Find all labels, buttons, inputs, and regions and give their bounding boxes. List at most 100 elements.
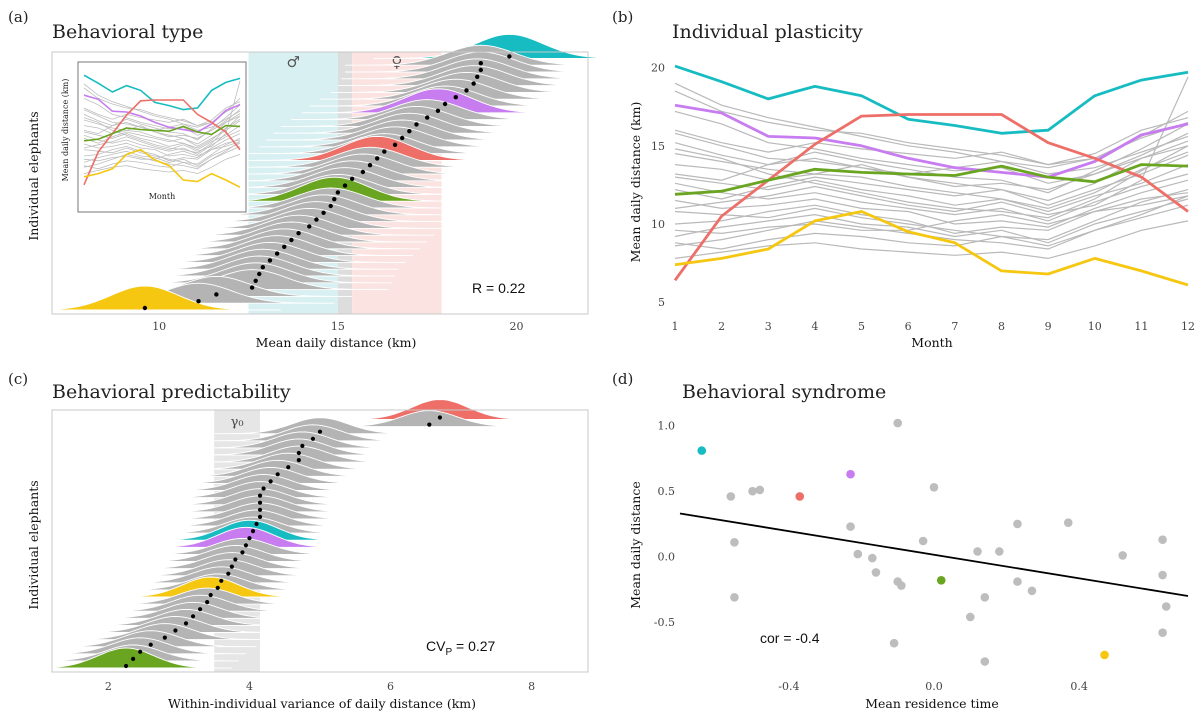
grey-series-line	[674, 198, 1189, 244]
mean-dot-c	[257, 514, 263, 520]
grey-series-line	[674, 195, 1189, 250]
ridge-a	[9, 285, 281, 311]
panel-b-title: Individual plasticity	[672, 21, 863, 43]
ridge-a	[373, 33, 646, 59]
scatter-point	[795, 492, 805, 501]
mean-dot-a	[282, 244, 287, 249]
panel-d-xlabel: Mean residence time	[865, 696, 999, 711]
panel-a-frame	[51, 51, 589, 315]
mean-dot-c	[131, 656, 136, 662]
mean-dot-a	[332, 197, 337, 202]
tick-label-b: 10	[651, 218, 665, 231]
panel-a-ylabel: Individual elephants	[26, 111, 41, 240]
ridge-c	[104, 576, 317, 598]
grey-series-line	[674, 110, 1189, 184]
scatter-point	[730, 538, 739, 547]
mean-dot-a	[321, 210, 326, 215]
tick-label-b: 20	[651, 62, 665, 75]
mean-dot-a	[307, 224, 312, 229]
tick-label-c: 2	[105, 680, 112, 693]
series-line-yellow	[674, 210, 1189, 287]
scatter-point	[730, 593, 739, 602]
tick-label-b: 10	[1088, 320, 1102, 333]
scatter-point	[1013, 577, 1022, 586]
inset-series-line	[83, 109, 241, 131]
mean-dot-c	[219, 578, 224, 583]
panel-c-title: Behavioral predictability	[52, 381, 291, 403]
panel-c: (c) Behavioral predictability γ₀ 2 4 6 8 Wit…	[8, 370, 589, 711]
panel-a: (a) Behavioral type ♂ ♀ 10 15 20 Mean daily …	[8, 8, 646, 350]
tick-label-b: 9	[1045, 320, 1052, 333]
mean-dot-a	[435, 108, 441, 114]
tick-label-c: 6	[387, 680, 394, 693]
mean-dot-c	[148, 642, 153, 647]
scatter-point	[936, 576, 946, 585]
tick-label-d: 0.4	[1070, 680, 1088, 693]
mean-dot-a	[260, 265, 266, 270]
inset-series-line	[83, 130, 241, 155]
mean-dot-a	[335, 190, 341, 195]
tick-label-c: 4	[246, 680, 253, 693]
mean-dot-a	[414, 122, 419, 127]
panel-a-plot: ♂ ♀ 10 15 20	[9, 33, 646, 333]
scatter-point	[980, 657, 990, 666]
inset-ylabel: Mean daily distance (km)	[61, 79, 70, 182]
ridge-c	[20, 647, 232, 669]
grey-series-line	[674, 154, 1189, 206]
mean-dot-c	[138, 649, 143, 654]
scatter-point	[897, 581, 906, 590]
mean-dot-c	[310, 436, 316, 441]
mean-dot-c	[257, 493, 263, 498]
mean-dot-a	[399, 135, 405, 141]
mean-dot-c	[317, 429, 323, 434]
trend-line	[679, 512, 1189, 597]
tick-label-b: 7	[951, 320, 958, 333]
scatter-point	[889, 638, 899, 648]
inset-series-line	[83, 142, 241, 167]
panel-b-xlabel: Month	[911, 335, 952, 350]
mean-dot-c	[296, 458, 301, 463]
mean-dot-c	[208, 592, 213, 598]
mean-dot-c	[300, 443, 305, 448]
mean-dot-c	[254, 521, 259, 527]
scatter-point	[846, 469, 855, 479]
scatter-point	[929, 482, 939, 492]
scatter-point	[1158, 628, 1167, 637]
mean-dot-c	[296, 450, 301, 456]
mean-dot-c	[233, 557, 238, 562]
grey-series-line	[674, 76, 1189, 216]
scatter-point	[697, 446, 707, 455]
grey-series-line	[674, 90, 1189, 166]
scatter-point	[973, 547, 982, 556]
mean-dot-c	[257, 500, 263, 505]
scatter-point	[1100, 650, 1109, 660]
mean-dot-a	[407, 129, 412, 134]
grey-series-line	[674, 132, 1189, 175]
mean-dot-a	[296, 231, 301, 236]
tick-label-b: 5	[858, 320, 865, 333]
inset-series-line	[83, 148, 241, 188]
panel-c-frame	[51, 409, 589, 673]
scatter-point	[846, 522, 855, 531]
tick-label-d: 0.5	[658, 485, 676, 498]
scatter-point	[1063, 518, 1073, 527]
panel-c-ylabel: Individual elephants	[26, 480, 41, 609]
grey-series-line	[674, 82, 1189, 169]
mean-dot-a	[249, 285, 255, 290]
panel-d-label: (d)	[612, 370, 633, 388]
panel-c-annotation: CVP = 0.27	[426, 638, 496, 658]
mean-dot-a	[349, 176, 355, 181]
grey-series-line	[674, 192, 1189, 235]
mean-dot-a	[253, 278, 258, 283]
tick-label-b: 5	[658, 296, 665, 309]
scatter-point	[726, 492, 736, 501]
series-line-teal	[674, 64, 1189, 135]
tick-label-c: 8	[528, 680, 535, 693]
panel-d: (d) Behavioral syndrome -0.50.00.51.0-0.…	[612, 370, 1189, 711]
scatter-point	[980, 593, 990, 602]
mean-dot-c	[243, 543, 249, 548]
scatter-point	[965, 612, 975, 622]
panel-d-ylabel: Mean daily distance	[628, 481, 643, 609]
mean-dot-a	[328, 203, 333, 209]
tick-label-d: 0.0	[658, 551, 676, 564]
